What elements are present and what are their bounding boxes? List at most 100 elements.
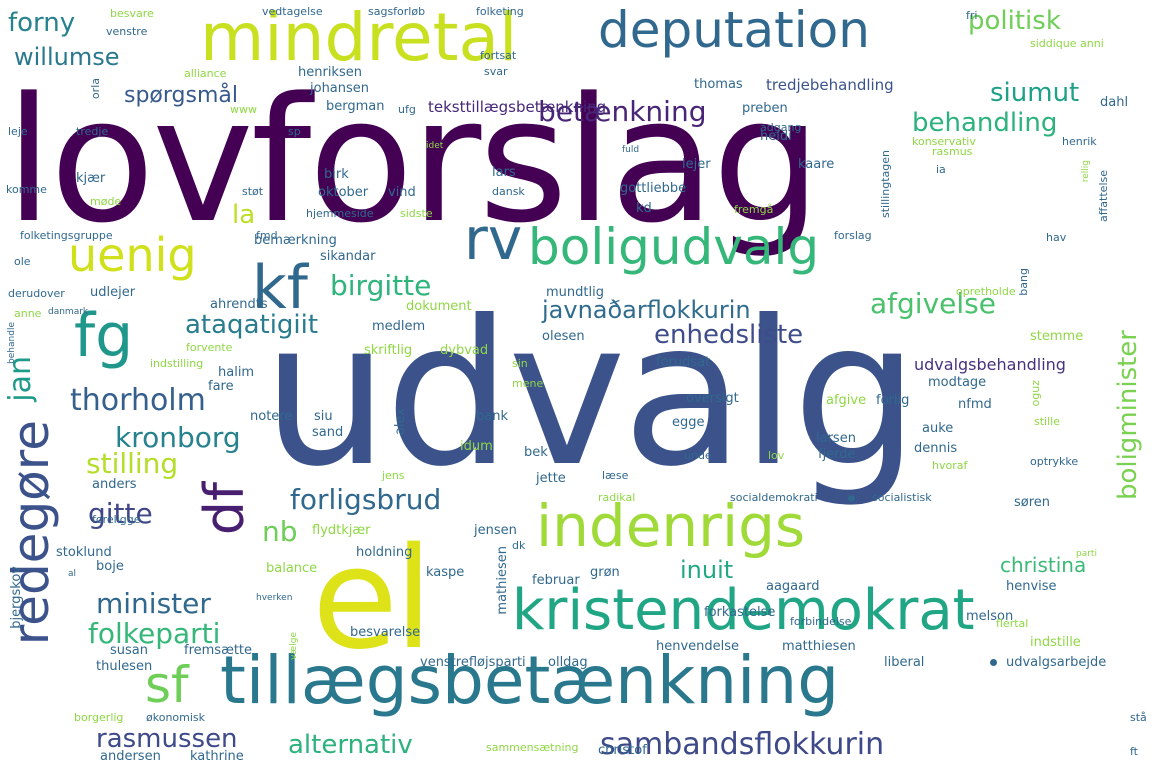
word: lejer bbox=[682, 157, 711, 172]
word: kathrine bbox=[190, 749, 244, 764]
word: komme bbox=[6, 183, 47, 196]
word: fg bbox=[74, 301, 134, 371]
word: boligudvalg bbox=[528, 218, 820, 276]
word: sidste bbox=[400, 207, 433, 220]
word: oversigt bbox=[686, 391, 739, 406]
word: ahrendts bbox=[210, 297, 268, 312]
word: sambandsflokkurin bbox=[600, 727, 885, 762]
word: forvente bbox=[186, 341, 233, 354]
word: bank bbox=[476, 409, 508, 424]
word: ufg bbox=[398, 103, 416, 116]
word: mindretal bbox=[200, 0, 518, 76]
word: lars bbox=[492, 165, 516, 180]
word: stoklund bbox=[56, 545, 112, 560]
word: gitte bbox=[88, 497, 153, 530]
word: balance bbox=[266, 561, 318, 576]
word: lovforslag bbox=[5, 60, 821, 261]
word: preben bbox=[742, 101, 788, 116]
word: borgerlig bbox=[74, 711, 124, 724]
word: dansk bbox=[492, 185, 525, 198]
word: henrik bbox=[1062, 135, 1097, 148]
word: radikal bbox=[598, 491, 636, 504]
word: oktober bbox=[318, 185, 369, 200]
word: læse bbox=[602, 469, 629, 482]
word: folketingsgruppe bbox=[20, 229, 113, 242]
word: mathiesen bbox=[495, 546, 510, 615]
word: tillægsbetænkning bbox=[220, 642, 840, 719]
word: ole bbox=[14, 255, 31, 268]
word: hjemmeside bbox=[306, 207, 374, 220]
word: holdning bbox=[356, 545, 413, 560]
word: kaare bbox=[798, 157, 835, 172]
word: sp bbox=[288, 125, 301, 138]
word: andersen bbox=[100, 749, 161, 764]
word: oguz bbox=[1029, 380, 1042, 407]
word: gottliebbe bbox=[620, 181, 687, 196]
word: la bbox=[232, 200, 256, 230]
word: sikandar bbox=[320, 249, 376, 264]
word: indstilling bbox=[150, 357, 204, 370]
word: forudsat bbox=[656, 355, 711, 370]
word: uenig bbox=[68, 228, 197, 282]
word: birk bbox=[324, 167, 349, 182]
word: politisk bbox=[968, 6, 1061, 36]
word: hverken bbox=[256, 593, 293, 603]
word: dokument bbox=[406, 299, 472, 314]
word: jensen bbox=[474, 523, 517, 538]
word: christina bbox=[1000, 553, 1087, 577]
word: udvalgsarbejde bbox=[1006, 655, 1107, 670]
word: flertal bbox=[996, 617, 1029, 630]
word: auke bbox=[922, 421, 954, 436]
dot-marker bbox=[990, 659, 997, 666]
word: thulesen bbox=[96, 659, 153, 674]
word: ataqatigiit bbox=[185, 310, 319, 340]
word: udvalg bbox=[262, 278, 919, 511]
word: forlig bbox=[876, 393, 910, 408]
word: kf bbox=[252, 253, 308, 323]
word: lov bbox=[768, 449, 785, 462]
word: idet bbox=[426, 141, 444, 151]
word: hvoraf bbox=[932, 459, 968, 472]
word: idum bbox=[460, 439, 493, 454]
word: fare bbox=[208, 379, 234, 394]
word: søren bbox=[1014, 495, 1051, 510]
word: dybvad bbox=[440, 343, 489, 358]
word: jette bbox=[536, 471, 566, 486]
word: forslag bbox=[834, 229, 872, 242]
word: siu bbox=[314, 409, 333, 424]
word: larsen bbox=[816, 431, 856, 446]
word: nb bbox=[262, 515, 298, 548]
word: boligminister bbox=[1113, 330, 1143, 501]
word: foreligge bbox=[92, 513, 141, 526]
word: inuit bbox=[680, 556, 734, 584]
word: indenrigs bbox=[536, 492, 806, 560]
word: ft bbox=[1130, 745, 1138, 758]
word: matthiesen bbox=[782, 639, 856, 654]
word: dennis bbox=[914, 441, 958, 456]
word: liberal bbox=[884, 655, 925, 670]
word: adgang bbox=[760, 121, 802, 134]
word: leje bbox=[8, 125, 28, 138]
word: unde bbox=[684, 449, 712, 462]
word: johansen bbox=[310, 81, 370, 96]
word: forbindelse bbox=[790, 615, 852, 628]
word: henvise bbox=[1006, 579, 1057, 594]
word: folketing bbox=[476, 5, 524, 18]
word: anders bbox=[92, 477, 137, 492]
word: derudover bbox=[8, 287, 65, 300]
word: behandling bbox=[912, 108, 1058, 138]
word: bergman bbox=[326, 99, 385, 114]
word: jens bbox=[382, 469, 405, 482]
word: affattelse bbox=[1097, 170, 1110, 223]
word: mundtlig bbox=[546, 285, 604, 300]
word: folkeparti bbox=[88, 617, 221, 650]
word: modtage bbox=[928, 375, 987, 390]
word: mene bbox=[512, 377, 544, 390]
word: kristendemokrat bbox=[512, 578, 975, 643]
word: henriksen bbox=[298, 65, 362, 80]
word: siumut bbox=[990, 78, 1080, 108]
word: konservativ bbox=[912, 135, 976, 148]
word: spørgsmål bbox=[124, 83, 238, 108]
word: stille bbox=[1034, 415, 1060, 428]
word: medlem bbox=[372, 319, 426, 334]
